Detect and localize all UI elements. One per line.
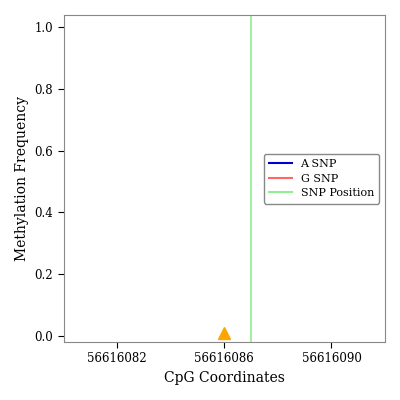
X-axis label: CpG Coordinates: CpG Coordinates xyxy=(164,371,285,385)
Legend: A SNP, G SNP, SNP Position: A SNP, G SNP, SNP Position xyxy=(264,154,380,204)
Y-axis label: Methylation Frequency: Methylation Frequency xyxy=(15,96,29,261)
